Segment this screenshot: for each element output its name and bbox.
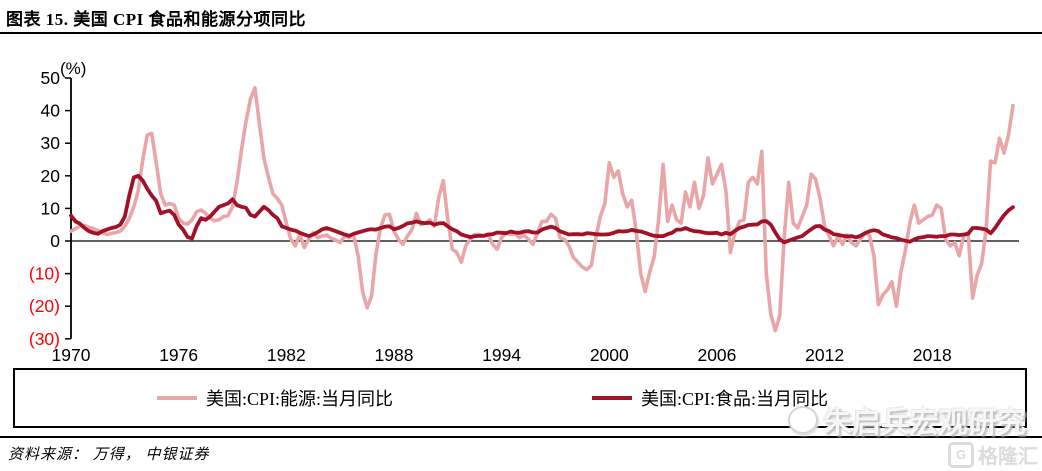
x-tick-label: 1988 <box>375 345 414 365</box>
y-tick-label: (30) <box>29 329 60 349</box>
source-note: 资料来源： 万得， 中银证券 <box>8 447 210 463</box>
legend-label-food: 美国:CPI:食品:当月同比 <box>641 389 829 409</box>
legend-item-food: 美国:CPI:食品:当月同比 <box>592 385 828 411</box>
y-tick-label: 40 <box>41 101 61 121</box>
y-axis-unit-label: (%) <box>60 59 86 78</box>
x-tick-label: 1994 <box>482 345 521 365</box>
y-tick-label: 30 <box>41 133 61 153</box>
title-divider <box>0 32 1042 34</box>
y-tick-label: 10 <box>41 198 61 218</box>
x-tick-label: 1970 <box>52 345 91 365</box>
legend-item-energy: 美国:CPI:能源:当月同比 <box>157 385 393 411</box>
x-tick-label: 2000 <box>590 345 629 365</box>
y-tick-label: (20) <box>29 296 60 316</box>
y-tick-label: 50 <box>41 68 61 88</box>
x-tick-label: 1976 <box>159 345 198 365</box>
legend-label-energy: 美国:CPI:能源:当月同比 <box>206 389 394 409</box>
x-tick-label: 2018 <box>913 345 952 365</box>
x-tick-label: 1982 <box>267 345 306 365</box>
figure-title: 图表 15. 美国 CPI 食品和能源分项同比 <box>6 10 307 29</box>
y-tick-label: 20 <box>41 166 61 186</box>
x-tick-label: 2006 <box>697 345 736 365</box>
y-tick-label: (10) <box>29 264 60 284</box>
x-tick-label: 2012 <box>805 345 844 365</box>
food-line-swatch <box>592 396 632 400</box>
chart-legend: 美国:CPI:能源:当月同比 美国:CPI:食品:当月同比 <box>13 368 1027 428</box>
energy-series-line <box>69 86 1015 333</box>
y-tick-label: 0 <box>50 231 60 251</box>
energy-line-swatch <box>157 396 197 400</box>
food-series-line <box>69 173 1015 245</box>
footer-divider <box>0 436 1042 438</box>
